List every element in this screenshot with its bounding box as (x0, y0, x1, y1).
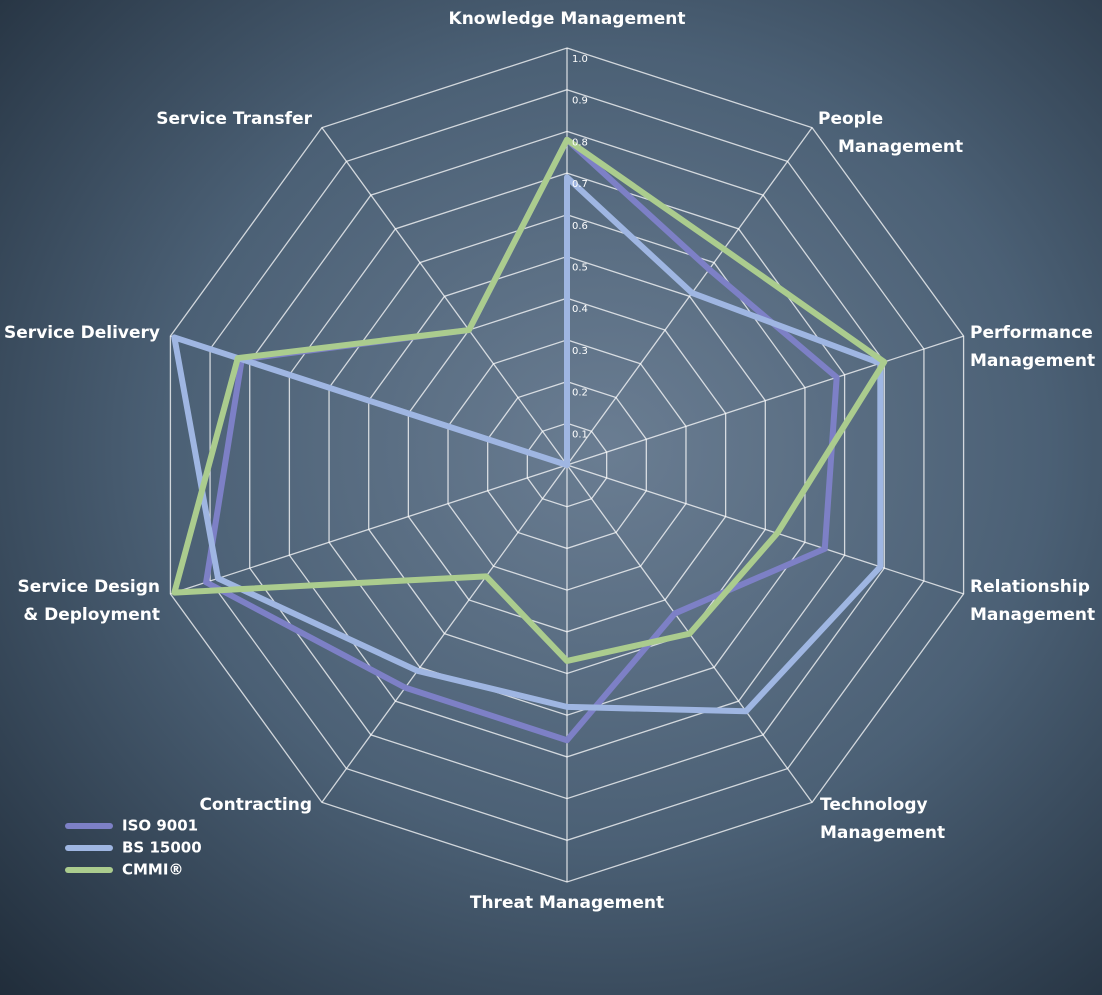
axis-label-line: Performance (970, 323, 1093, 343)
axis-label: Relationship Management (970, 577, 1095, 625)
legend-label: CMMI® (122, 861, 183, 879)
legend-label: BS 15000 (122, 839, 202, 857)
tick-label: 0.9 (572, 96, 588, 107)
tick-label: 0.4 (572, 304, 588, 315)
spoke (566, 335, 964, 466)
axis-label-line: Service Design (18, 577, 160, 597)
spoke (321, 464, 568, 803)
axis-label: Contracting (199, 795, 312, 815)
axis-label-line: Management (820, 823, 945, 843)
axis-label: Performance Management (970, 323, 1095, 371)
axis-label-line: Relationship (970, 577, 1090, 597)
axis-label-line: Management (970, 351, 1095, 371)
spoke (321, 127, 568, 466)
series-line (171, 174, 884, 715)
legend-label: ISO 9001 (122, 817, 198, 835)
axis-label-line: Contracting (199, 795, 312, 815)
axis-label-line: Technology (820, 795, 928, 815)
series-line (171, 136, 888, 664)
spoke (566, 464, 964, 595)
tick-label: 1.0 (572, 54, 588, 65)
axis-label: Service Delivery (4, 323, 160, 343)
axis-label-line: Threat Management (470, 893, 664, 913)
tick-label: 0.7 (572, 179, 588, 190)
axis-label: Service Design & Deployment (18, 577, 160, 625)
axis-label-line: People (818, 109, 883, 129)
tick-label: 0.8 (572, 137, 588, 148)
axis-label-line: Service Delivery (4, 323, 160, 343)
axis-label: People Management (818, 109, 963, 157)
axis-label: Knowledge Management (449, 9, 686, 29)
axis-label-line: Service Transfer (156, 109, 312, 129)
tick-label: 0.1 (572, 429, 588, 440)
axis-label-line: Management (838, 137, 963, 157)
axis-label-line: & Deployment (23, 605, 160, 625)
axis-label: Threat Management (470, 893, 664, 913)
plot (171, 136, 888, 744)
axis-label: Service Transfer (156, 109, 312, 129)
axis-label: Technology Management (820, 795, 945, 843)
tick-label: 0.3 (572, 346, 588, 357)
spoke (566, 127, 813, 466)
axis-label-line: Management (970, 605, 1095, 625)
tick-label: 0.6 (572, 221, 588, 232)
tick-label: 0.5 (572, 263, 588, 274)
spoke (170, 464, 568, 595)
tick-label: 0.2 (572, 388, 588, 399)
axis-label-line: Knowledge Management (449, 9, 686, 29)
labels: 0.1 0.2 0.3 0.4 0.5 0.6 0.7 0.8 0.9 1.0 Knowledge … (4, 9, 1095, 913)
